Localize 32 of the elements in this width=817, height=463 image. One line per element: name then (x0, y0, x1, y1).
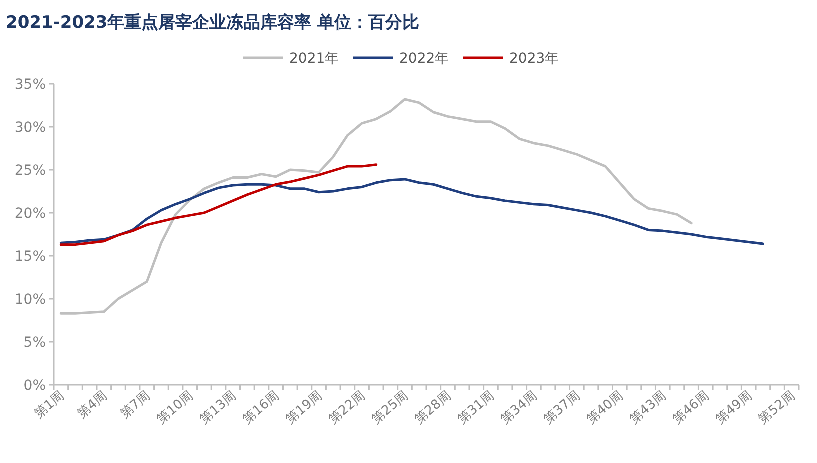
x-tick-label: 第25周 (369, 388, 412, 428)
x-tick-label: 第28周 (412, 388, 455, 428)
x-tick-label: 第10周 (154, 388, 197, 428)
y-tick-label: 15% (14, 249, 46, 265)
y-tick-label: 20% (14, 206, 46, 222)
x-tick-label: 第16周 (240, 388, 283, 428)
y-tick-label: 35% (14, 77, 46, 93)
x-tick-label: 第46周 (670, 388, 712, 428)
x-tick-label: 第43周 (627, 388, 670, 428)
x-tick-label: 第4周 (74, 388, 111, 422)
line-series (60, 178, 764, 246)
legend-label: 2022年 (400, 51, 450, 67)
x-tick-label: 第34周 (498, 388, 541, 428)
x-tick-label: 第52周 (756, 388, 798, 428)
y-tick-label: 25% (14, 163, 46, 179)
legend-label: 2021年 (290, 51, 340, 67)
x-tick-label: 第31周 (455, 388, 498, 428)
x-tick-label: 第37周 (541, 388, 584, 428)
y-tick-label: 0% (24, 378, 46, 394)
line-series (60, 98, 693, 315)
y-tick-label: 5% (24, 335, 46, 351)
x-tick-label: 第22周 (326, 388, 369, 428)
y-tick-label: 30% (14, 120, 46, 136)
y-tick-label: 10% (14, 292, 46, 308)
chart-title: 2021-2023年重点屠宰企业冻品库容率 单位：百分比 (6, 13, 420, 33)
x-tick-label: 第7周 (118, 388, 154, 422)
x-tick-label: 第40周 (584, 388, 626, 428)
line-series (60, 164, 378, 246)
x-tick-label: 第19周 (283, 388, 326, 428)
legend-label: 2023年 (510, 51, 560, 67)
x-tick-label: 第49周 (713, 388, 756, 428)
x-tick-label: 第13周 (197, 388, 240, 428)
